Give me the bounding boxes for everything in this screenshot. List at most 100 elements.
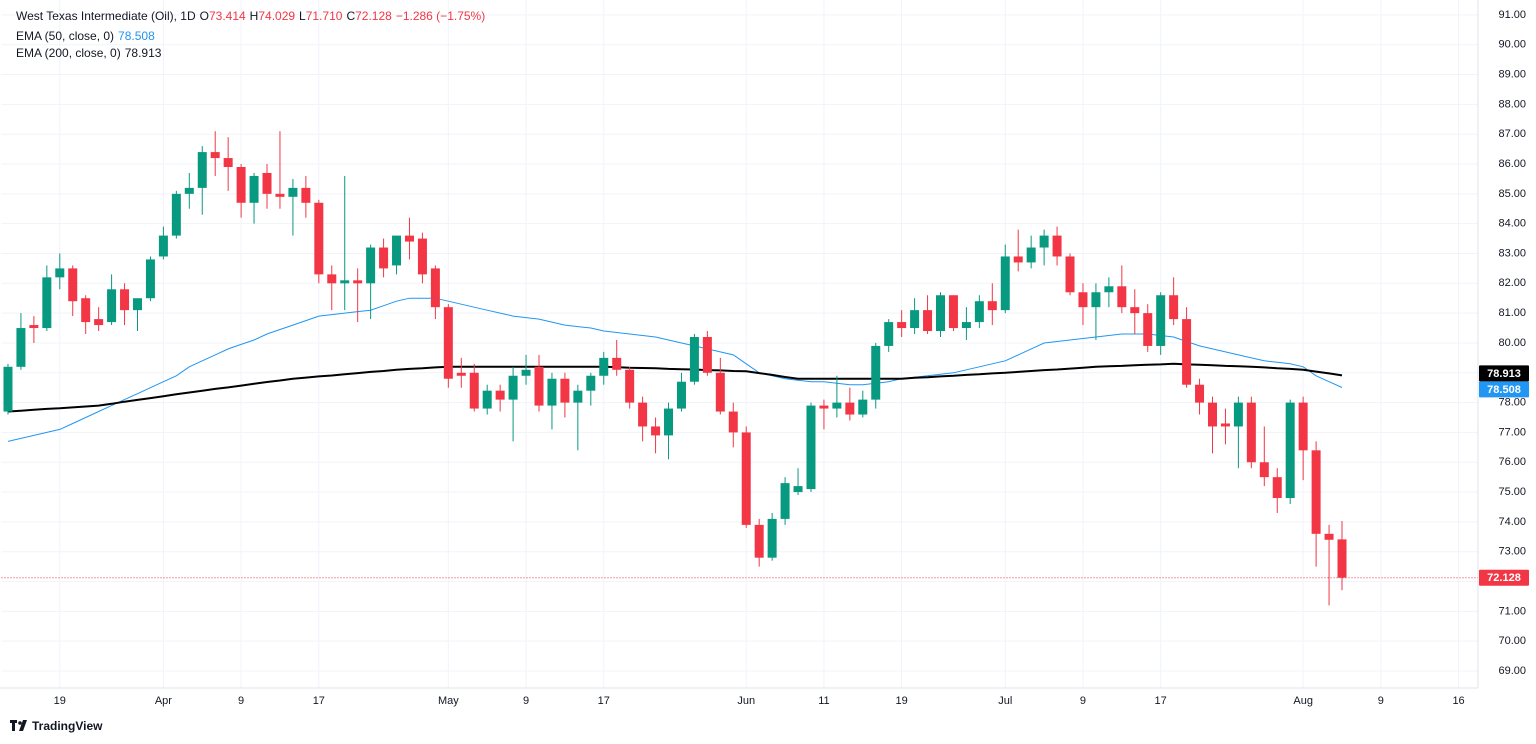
candle-body xyxy=(1013,256,1023,263)
candle-body xyxy=(262,172,272,194)
candle-body xyxy=(638,402,648,427)
candle-body xyxy=(1039,235,1049,248)
candle-body xyxy=(223,158,233,168)
candle-body xyxy=(430,268,440,308)
candle-body xyxy=(715,372,725,412)
candle-body xyxy=(1220,423,1230,427)
candle-body xyxy=(379,247,389,269)
candle-body xyxy=(521,369,531,376)
y-tick-label: 75.00 xyxy=(1498,486,1526,498)
candle-body xyxy=(534,366,544,406)
candle-body xyxy=(741,432,751,525)
candle-body xyxy=(42,277,52,329)
ohlc-value: 71.710 xyxy=(305,9,343,23)
candle-body xyxy=(1104,286,1114,293)
ohlc-value: 73.414 xyxy=(208,9,246,23)
y-tick-label: 83.00 xyxy=(1498,247,1526,259)
candle-body xyxy=(417,238,427,275)
indicator-value: 78.913 xyxy=(124,46,162,60)
x-tick-label: May xyxy=(438,695,459,707)
ohlc-key: C xyxy=(346,9,356,23)
candle-body xyxy=(1117,286,1127,308)
candle-body xyxy=(845,402,855,415)
candle-body xyxy=(625,369,635,403)
ema-line xyxy=(7,362,1343,413)
y-tick-label: 69.00 xyxy=(1498,665,1526,677)
x-tick-label: 19 xyxy=(896,695,908,707)
y-tick-label: 86.00 xyxy=(1498,158,1526,170)
price-badge-label: 78.913 xyxy=(1487,368,1521,380)
y-tick-label: 76.00 xyxy=(1498,456,1526,468)
candle-body xyxy=(936,295,946,332)
candle-body xyxy=(107,289,117,323)
candle-body xyxy=(793,486,803,493)
x-tick-label: 17 xyxy=(313,695,325,707)
candle-body xyxy=(456,372,466,376)
candle-body xyxy=(767,518,777,558)
candle-body xyxy=(145,259,155,299)
change-value: −1.286 (−1.75%) xyxy=(395,9,486,23)
candle-body xyxy=(301,187,311,203)
candle-body xyxy=(1078,292,1088,308)
ohlc-key: H xyxy=(249,9,259,23)
x-tick-label: 17 xyxy=(598,695,610,707)
candle-body xyxy=(586,375,596,391)
candle-body xyxy=(987,301,997,311)
y-tick-label: 77.00 xyxy=(1498,426,1526,438)
candle-body xyxy=(508,375,518,400)
candle-body xyxy=(547,378,557,406)
candle-body xyxy=(482,390,492,409)
y-tick-label: 88.00 xyxy=(1498,98,1526,110)
candle-body xyxy=(495,390,505,400)
candle-body xyxy=(404,235,414,242)
candle-body xyxy=(780,483,790,519)
indicator-legend: EMA (50, close, 0) 78.508 xyxy=(16,28,155,44)
candle-body xyxy=(469,372,479,409)
ohlc-key: O xyxy=(199,9,209,23)
candle-body xyxy=(599,357,609,376)
candle-body xyxy=(910,310,920,329)
candle-body xyxy=(81,298,91,323)
candle-body xyxy=(171,193,181,236)
candle-body xyxy=(55,268,65,278)
ohlc-value: 74.029 xyxy=(258,9,296,23)
y-tick-label: 91.00 xyxy=(1498,9,1526,21)
y-tick-label: 90.00 xyxy=(1498,39,1526,51)
y-tick-label: 81.00 xyxy=(1498,307,1526,319)
candle-body xyxy=(1156,295,1166,346)
indicator-name: EMA (50, close, 0) xyxy=(16,29,115,43)
x-tick-label: 9 xyxy=(1378,695,1384,707)
candle-body xyxy=(1246,402,1256,463)
candle-body xyxy=(832,402,842,409)
candle-body xyxy=(1026,247,1036,263)
candle-body xyxy=(961,322,971,329)
x-tick-label: 19 xyxy=(54,695,66,707)
candle-body xyxy=(689,336,699,382)
candle-body xyxy=(858,399,868,415)
brand-logo: TradingView xyxy=(10,719,102,733)
candle-body xyxy=(249,175,259,203)
candle-body xyxy=(392,235,402,266)
candle-body xyxy=(819,405,829,409)
price-badge-label: 72.128 xyxy=(1487,572,1521,584)
candle-body xyxy=(897,322,907,329)
ema-line xyxy=(7,297,1343,442)
candle-body xyxy=(184,187,194,194)
candle-body xyxy=(16,328,26,367)
candle-body xyxy=(923,310,933,332)
candle-body xyxy=(676,381,686,409)
price-badge xyxy=(1479,381,1529,398)
x-tick-label: 11 xyxy=(818,695,829,707)
candle-body xyxy=(728,411,738,433)
y-tick-label: 87.00 xyxy=(1498,128,1526,140)
candle-body xyxy=(236,167,246,203)
candle-body xyxy=(806,405,816,490)
candle-body xyxy=(664,408,674,436)
candle-body xyxy=(702,336,712,373)
x-tick-label: 9 xyxy=(238,695,244,707)
symbol-legend: West Texas Intermediate (Oil), 1D O 73.4… xyxy=(16,8,485,24)
price-badge-label: 78.508 xyxy=(1487,384,1521,396)
candle-body xyxy=(1091,292,1101,308)
